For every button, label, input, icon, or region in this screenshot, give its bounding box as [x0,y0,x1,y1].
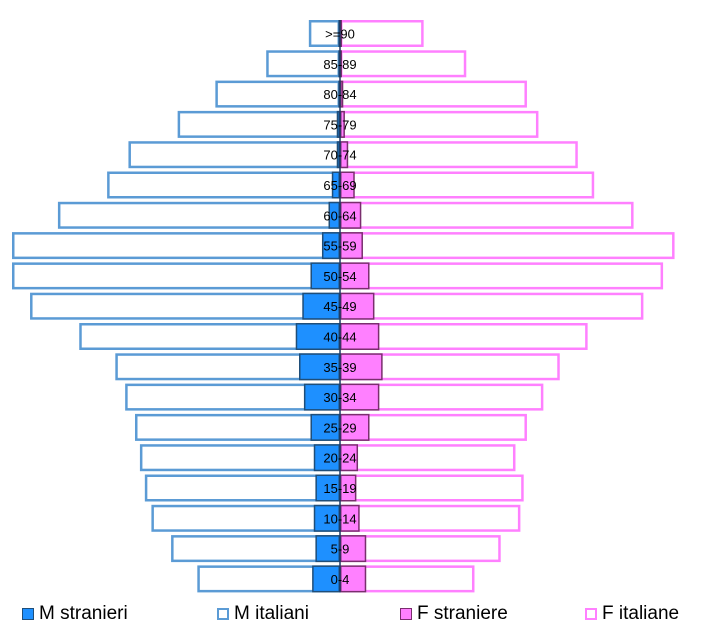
bar-f-straniere-50-54 [340,262,370,290]
legend-item-f-straniere: F straniere [400,601,508,627]
bar-f-italiane-65-69 [340,171,595,199]
bar-m-italiani-25-29 [135,413,340,441]
bar-m-italiani-55-59 [12,232,340,260]
legend-swatch-f-italiane [585,608,597,620]
bar-m-italiani-45-49 [30,292,340,320]
legend-swatch-f-straniere [400,608,412,620]
bar-f-italiane-20-24 [340,444,516,472]
bar-f-straniere-0-4 [340,565,367,593]
bar-f-italiane-80-84 [340,80,527,108]
legend-label-f-straniere: F straniere [417,603,508,624]
legend-label-m-stranieri: M stranieri [39,603,128,624]
bar-f-italiane-60-64 [340,201,634,229]
bar-f-straniere-40-44 [340,323,380,350]
age-label-35-39: 35-39 [323,360,356,375]
age-label-45-49: 45-49 [323,299,356,314]
age-label-0-4: 0-4 [331,572,350,587]
bar-m-italiani--90 [308,20,340,47]
legend-item-m-italiani: M italiani [217,601,309,627]
age-label-55-59: 55-59 [323,239,356,254]
legend-swatch-m-stranieri [22,608,34,620]
bar-f-italiane-75-79 [340,110,539,138]
bar-f-italiane-25-29 [340,413,527,441]
bar-m-italiani-15-19 [144,474,340,502]
age-label-5-9: 5-9 [331,542,350,557]
bar-m-italiani-80-84 [215,80,340,108]
age-label-80-84: 80-84 [323,87,356,102]
bar-f-straniere-5-9 [340,535,367,563]
legend-label-f-italiane: F italiane [602,603,680,624]
age-label-20-24: 20-24 [323,451,356,466]
bar-f-italiane-10-14 [340,504,521,532]
bar-m-italiani-30-34 [125,383,340,411]
age-label--90: >=90 [325,27,355,42]
bar-f-italiane--90 [340,20,424,47]
bar-m-italiani-50-54 [12,262,340,290]
age-label-65-69: 65-69 [323,178,356,193]
age-label-40-44: 40-44 [323,330,356,345]
bar-f-italiane-45-49 [340,292,644,320]
legend-label-m-italiani: M italiani [234,603,309,624]
bar-m-italiani-85-89 [266,50,341,78]
bar-m-stranieri-40-44 [295,323,340,350]
bar-m-italiani-40-44 [79,323,341,350]
bar-m-italiani-70-74 [128,141,340,169]
age-label-70-74: 70-74 [323,148,356,163]
legend-swatch-m-italiani [217,608,229,620]
legend-item-f-italiane: F italiane [585,601,679,627]
age-label-30-34: 30-34 [323,390,356,405]
age-label-85-89: 85-89 [323,57,356,72]
bar-m-italiani-60-64 [57,201,340,229]
bar-f-italiane-15-19 [340,474,524,502]
legend-item-m-stranieri: M stranieri [22,601,128,627]
age-label-15-19: 15-19 [323,481,356,496]
bar-m-stranieri-0-4 [312,565,340,593]
bar-m-italiani-5-9 [171,535,340,563]
bar-f-italiane-85-89 [340,50,467,78]
bar-f-italiane-55-59 [340,232,675,260]
age-label-50-54: 50-54 [323,269,356,284]
age-label-60-64: 60-64 [323,208,356,223]
bar-m-italiani-10-14 [151,504,340,532]
bar-f-italiane-70-74 [340,141,578,169]
legend: M stranieri M italiani F straniere F ita… [0,601,704,627]
bar-m-italiani-75-79 [177,110,340,138]
bar-f-straniere-30-34 [340,383,380,411]
bar-m-stranieri-10-14 [313,504,341,532]
age-label-25-29: 25-29 [323,420,356,435]
age-label-75-79: 75-79 [323,117,356,132]
bar-f-italiane-5-9 [340,535,501,563]
age-label-10-14: 10-14 [323,511,356,526]
bar-m-stranieri-45-49 [302,292,340,320]
bar-m-italiani-65-69 [107,171,341,199]
bar-f-italiane-50-54 [340,262,664,290]
bar-m-italiani-20-24 [139,444,340,472]
population-pyramid-chart: >=90 85-89 80-84 75-79 70-74 65-69 60-64 55-59 5… [12,20,675,593]
